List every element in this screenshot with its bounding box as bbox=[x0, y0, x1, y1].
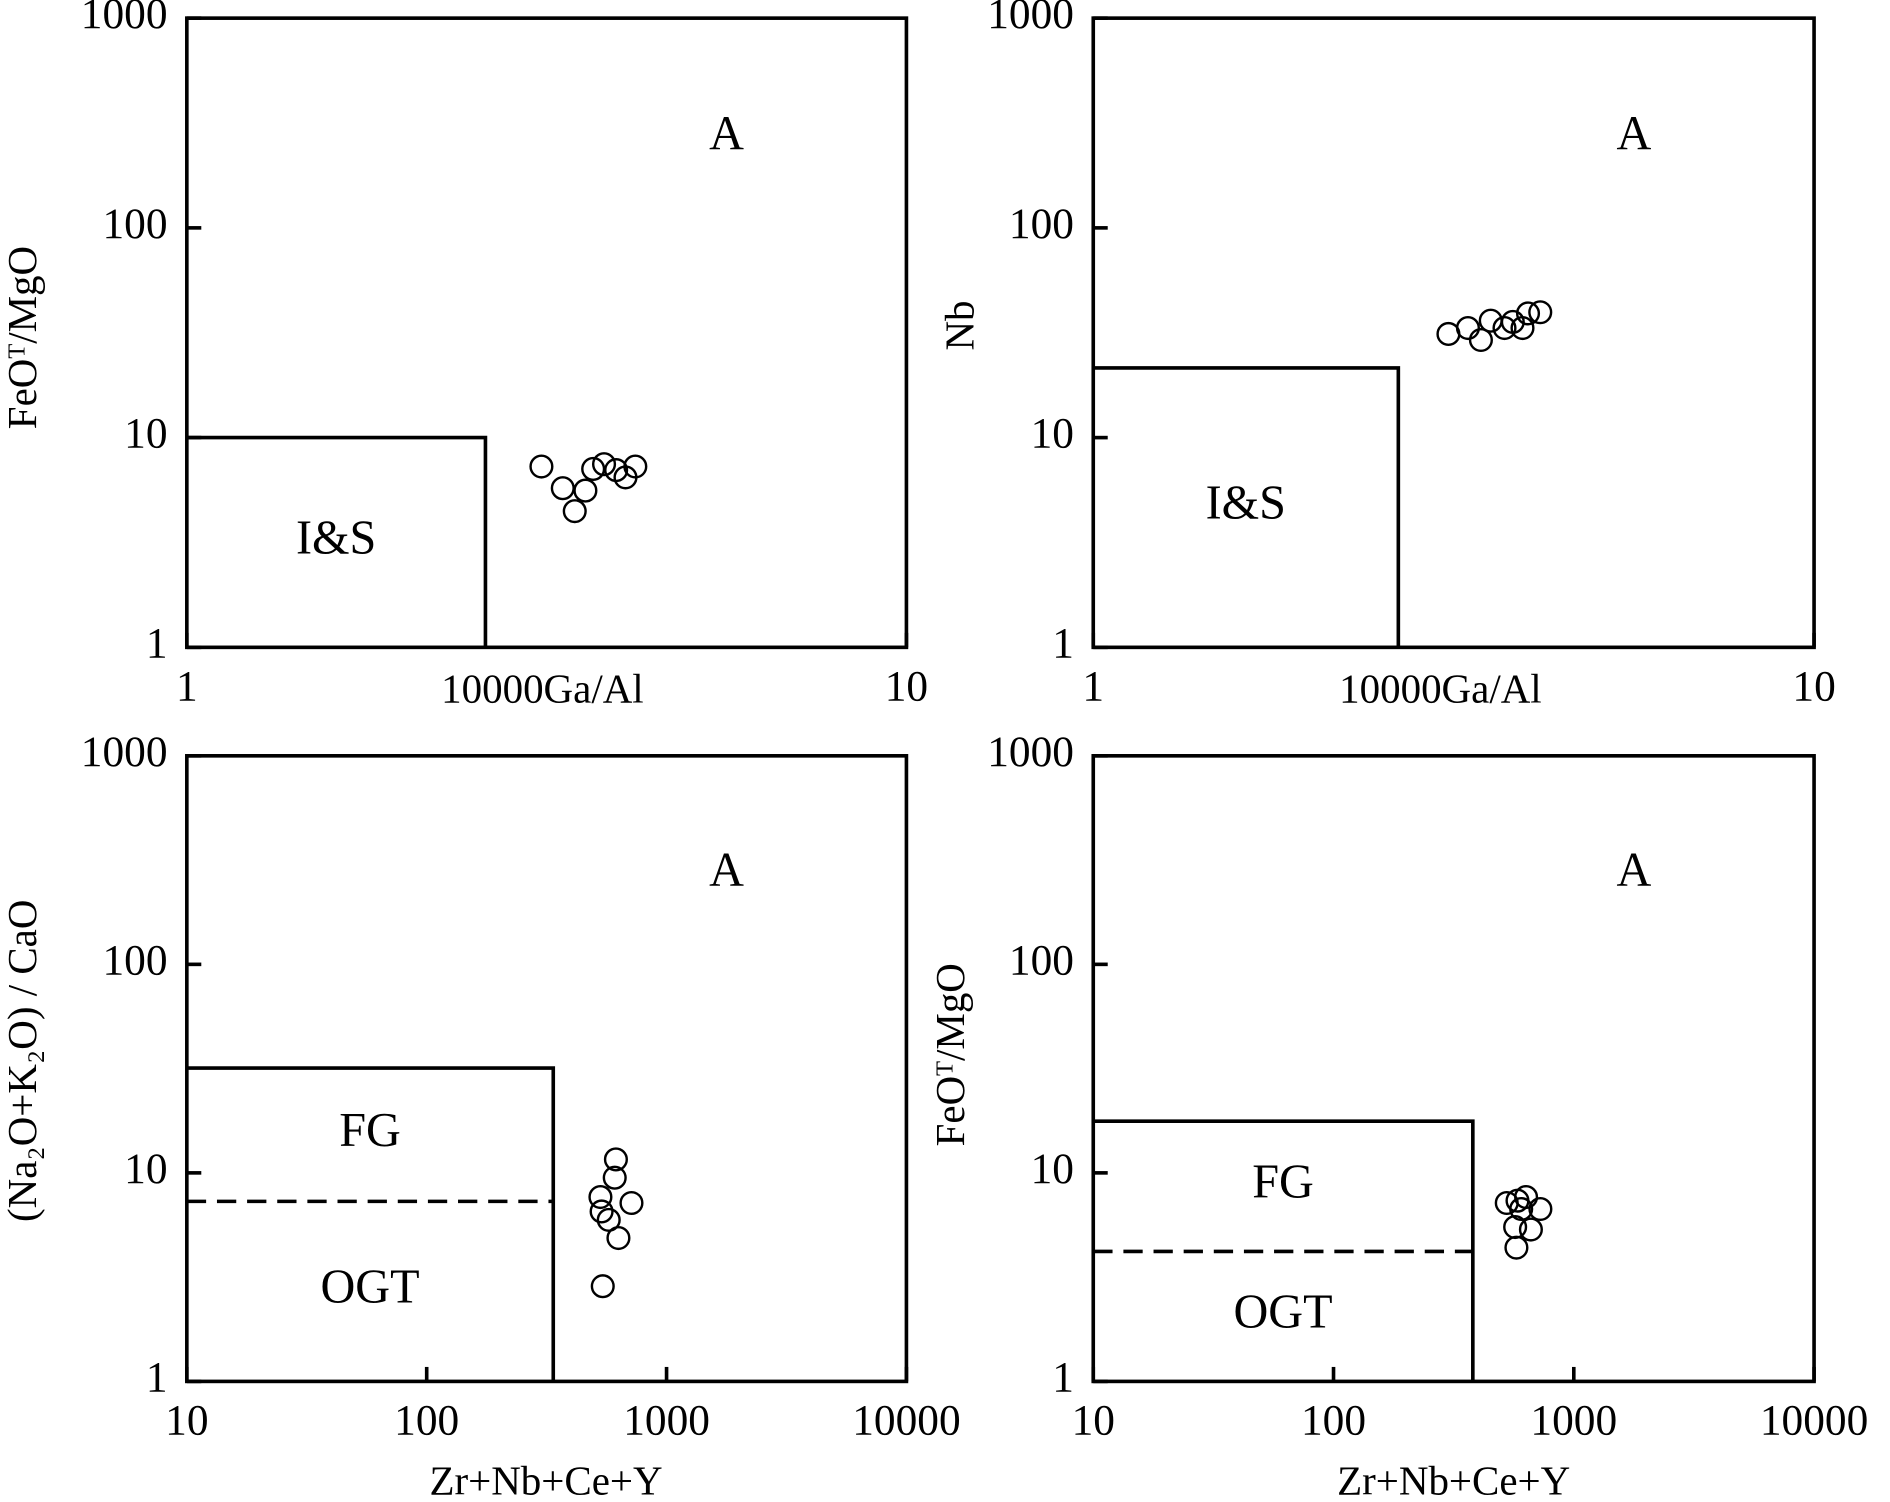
point bbox=[590, 1274, 615, 1299]
field-label: OGT bbox=[1234, 1285, 1333, 1338]
x-tick-label: 1 bbox=[176, 663, 198, 711]
x-tick-label: 100 bbox=[394, 1397, 459, 1445]
point bbox=[591, 452, 617, 477]
point bbox=[1504, 1235, 1529, 1260]
x-tick-label: 1 bbox=[1082, 663, 1104, 711]
point bbox=[588, 1184, 613, 1210]
y-tick-label: 100 bbox=[1009, 936, 1074, 984]
region-label: A bbox=[709, 844, 744, 897]
y-tick-label: 10 bbox=[1031, 1145, 1074, 1193]
point bbox=[1518, 1217, 1543, 1242]
point bbox=[623, 454, 648, 479]
region-label: A bbox=[709, 107, 744, 160]
point bbox=[1510, 315, 1535, 341]
y-tick-label: 1000 bbox=[987, 0, 1074, 38]
y-tick-label: 10 bbox=[124, 410, 167, 458]
x-tick-label: 10 bbox=[1792, 663, 1835, 711]
x-tick-label: 1000 bbox=[1530, 1397, 1617, 1445]
region-label: A bbox=[1616, 107, 1651, 160]
point bbox=[1528, 300, 1553, 325]
y-axis-label: (Na₂O+K₂O) / CaO bbox=[0, 900, 45, 1222]
field-label: OGT bbox=[321, 1260, 420, 1313]
y-tick-label: 1000 bbox=[987, 728, 1074, 776]
x-tick-label: 100 bbox=[1301, 1397, 1366, 1445]
plot-frame bbox=[1091, 754, 1816, 1384]
field-label: I&S bbox=[1206, 477, 1286, 530]
x-axis-label: Zr+Nb+Ce+Y bbox=[1337, 1457, 1570, 1502]
field-boundary bbox=[1093, 1119, 1475, 1382]
point bbox=[589, 1199, 614, 1224]
point bbox=[581, 456, 606, 481]
x-tick-label: 10000 bbox=[852, 1397, 960, 1445]
field-boundary bbox=[186, 435, 488, 648]
x-axis-label: 10000Ga/Al bbox=[1339, 666, 1542, 712]
point bbox=[562, 499, 587, 524]
point bbox=[596, 1207, 621, 1232]
x-axis-label: 10000Ga/Al bbox=[441, 666, 644, 712]
x-tick-label: 1000 bbox=[623, 1397, 710, 1445]
y-tick-label: 1 bbox=[146, 619, 168, 667]
y-tick-label: 100 bbox=[1009, 200, 1074, 248]
point bbox=[606, 1225, 631, 1251]
point bbox=[1528, 1196, 1553, 1222]
point bbox=[619, 1190, 644, 1216]
y-tick-label: 1 bbox=[1052, 1353, 1074, 1401]
field-boundary bbox=[1093, 366, 1401, 648]
point bbox=[1514, 1184, 1539, 1210]
point bbox=[602, 1165, 627, 1190]
y-tick-label: 1 bbox=[146, 1353, 168, 1401]
y-axis-label: Nb bbox=[937, 300, 983, 350]
field-label: FG bbox=[1252, 1155, 1314, 1208]
y-tick-label: 100 bbox=[102, 200, 167, 248]
region-label: A bbox=[1616, 844, 1651, 897]
plot-frame bbox=[185, 16, 909, 650]
y-tick-label: 10 bbox=[124, 1145, 167, 1193]
x-tick-label: 10 bbox=[1072, 1397, 1115, 1445]
point bbox=[1455, 315, 1481, 341]
point bbox=[550, 476, 575, 501]
point bbox=[1478, 308, 1503, 333]
y-tick-label: 100 bbox=[102, 936, 167, 984]
point bbox=[1515, 301, 1541, 326]
y-axis-label: FeOᵀ/MgO bbox=[927, 963, 973, 1146]
point bbox=[1468, 327, 1493, 353]
field-label: I&S bbox=[296, 512, 376, 565]
x-tick-label: 10 bbox=[165, 1397, 208, 1445]
plot-frame bbox=[1091, 16, 1816, 650]
point bbox=[529, 454, 554, 479]
point bbox=[603, 1147, 628, 1172]
x-axis-label: Zr+Nb+Ce+Y bbox=[429, 1457, 662, 1502]
y-tick-label: 1000 bbox=[81, 0, 168, 38]
field-label: FG bbox=[339, 1104, 401, 1157]
x-tick-label: 10 bbox=[885, 663, 928, 711]
y-tick-label: 1 bbox=[1052, 619, 1074, 667]
y-tick-label: 1000 bbox=[81, 728, 168, 776]
y-axis-label: FeOᵀ/MgO bbox=[0, 246, 45, 429]
x-tick-label: 10000 bbox=[1760, 1397, 1868, 1445]
point bbox=[1509, 1196, 1534, 1222]
field-boundary bbox=[186, 1066, 556, 1382]
y-tick-label: 10 bbox=[1031, 410, 1074, 458]
point bbox=[1492, 315, 1517, 341]
point bbox=[573, 478, 598, 503]
